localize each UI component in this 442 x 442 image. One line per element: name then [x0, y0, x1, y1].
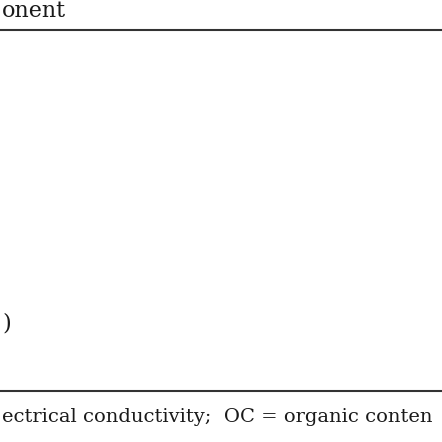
Text: ectrical conductivity;  OC = organic conten: ectrical conductivity; OC = organic cont… [2, 408, 433, 426]
Text: onent: onent [2, 0, 66, 22]
Text: ): ) [2, 312, 11, 335]
